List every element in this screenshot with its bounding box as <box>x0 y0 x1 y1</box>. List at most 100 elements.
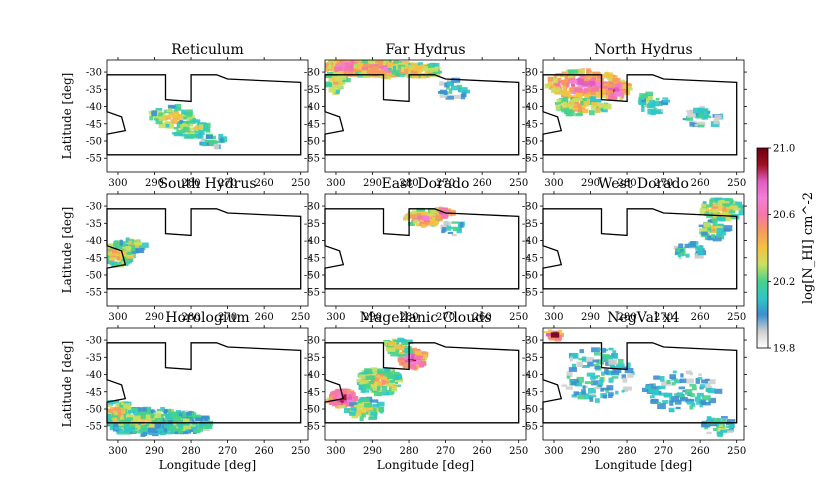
emission-cell <box>339 60 347 62</box>
colorbar-tick-label: 20.2 <box>773 277 795 288</box>
emission-cell <box>172 416 182 421</box>
emission-cell <box>554 92 562 95</box>
emission-cell <box>185 111 193 117</box>
emission-cell <box>364 402 373 408</box>
emission-cell <box>344 62 352 67</box>
emission-cell <box>140 425 148 431</box>
emission-cell <box>201 141 207 147</box>
emission-cell <box>427 63 433 68</box>
emission-cell <box>404 347 409 353</box>
panel-title: North Hydrus <box>594 42 692 58</box>
emission-cell <box>205 422 213 427</box>
x-tick-label: 300 <box>326 178 345 189</box>
emission-cell <box>566 375 571 379</box>
emission-cell <box>128 257 132 264</box>
emission-cell <box>594 386 601 390</box>
axes-frame <box>542 193 745 307</box>
emission-cell <box>457 84 463 88</box>
emission-cell <box>338 70 344 76</box>
emission-cell <box>421 224 426 228</box>
emission-cell <box>691 402 696 407</box>
emission-cell <box>716 233 722 236</box>
emission-cell <box>430 63 440 69</box>
emission-cell <box>615 363 625 367</box>
emission-cell <box>186 412 192 416</box>
emission-cell <box>410 62 419 66</box>
emission-cell <box>577 82 583 87</box>
emission-cell <box>568 367 578 372</box>
y-tick-label: -50 <box>304 136 320 147</box>
y-tick-label: -40 <box>304 370 320 381</box>
emission-cell <box>210 140 218 145</box>
emission-cell <box>201 138 207 143</box>
emission-cell <box>680 373 684 378</box>
x-tick-label: 280 <box>400 178 419 189</box>
axes-frame <box>324 59 527 173</box>
y-tick-label: -55 <box>86 288 102 299</box>
emission-cell <box>446 82 452 87</box>
emission-cell <box>697 377 703 380</box>
emission-cell <box>451 233 457 237</box>
emission-cell <box>397 357 406 360</box>
emission-cell <box>454 94 461 99</box>
emission-cell <box>339 71 349 74</box>
emission-cell <box>376 381 382 386</box>
y-tick-label: -45 <box>304 387 320 398</box>
emission-cell <box>621 389 625 393</box>
emission-cell <box>368 368 373 375</box>
y-tick-label: -40 <box>86 236 102 247</box>
emission-cell <box>166 110 175 113</box>
emission-cell <box>712 209 718 214</box>
emission-cell <box>583 100 590 104</box>
x-tick-label: 270 <box>436 178 455 189</box>
emission-cell <box>101 421 106 423</box>
emission-cell <box>328 399 338 406</box>
emission-cell <box>700 233 710 237</box>
y-tick-label: -35 <box>304 85 320 96</box>
emission-cell <box>176 114 183 118</box>
emission-cell <box>377 370 381 375</box>
emission-cell <box>702 395 711 401</box>
y-tick-label: -45 <box>522 387 538 398</box>
emission-cell <box>614 87 620 94</box>
emission-cell <box>420 64 424 70</box>
emission-cell <box>616 92 622 97</box>
emission-cell <box>420 354 426 360</box>
emission-cell <box>445 95 454 100</box>
emission-cell <box>699 402 703 408</box>
emission-cell <box>166 124 175 129</box>
emission-cell <box>164 418 169 424</box>
emission-cell <box>549 84 553 87</box>
emission-cell <box>149 422 157 426</box>
x-tick-label: 300 <box>108 446 127 457</box>
x-tick-label: 270 <box>218 312 237 323</box>
emission-cell <box>720 429 728 433</box>
emission-cell <box>583 393 592 400</box>
x-tick-label: 290 <box>145 312 164 323</box>
emission-cell <box>728 426 734 432</box>
emission-cell <box>178 422 184 429</box>
emission-cell <box>602 92 607 98</box>
emission-cell <box>328 83 333 88</box>
emission-cell <box>177 123 181 129</box>
emission-cell <box>368 416 377 420</box>
emission-cell <box>676 394 684 398</box>
emission-cell <box>172 115 177 118</box>
emission-cell <box>602 103 612 110</box>
emission-cell <box>689 122 695 127</box>
y-tick-label: -40 <box>86 102 102 113</box>
emission-cell <box>332 72 341 75</box>
emission-cell <box>195 417 204 422</box>
emission-cell <box>606 385 614 391</box>
emission-cell <box>128 240 133 246</box>
emission-cell <box>682 390 687 393</box>
emission-cell <box>411 219 415 224</box>
emission-cell <box>409 357 417 364</box>
emission-cell <box>193 126 202 130</box>
emission-cell <box>169 425 177 431</box>
panel-horologium: Horologium -30 -35 -40 -45 -50 -55 300 290 280 270… <box>60 310 311 472</box>
emission-cell <box>211 135 216 140</box>
emission-cell <box>439 81 444 86</box>
emission-cell <box>608 394 613 399</box>
emission-cell <box>135 430 145 434</box>
